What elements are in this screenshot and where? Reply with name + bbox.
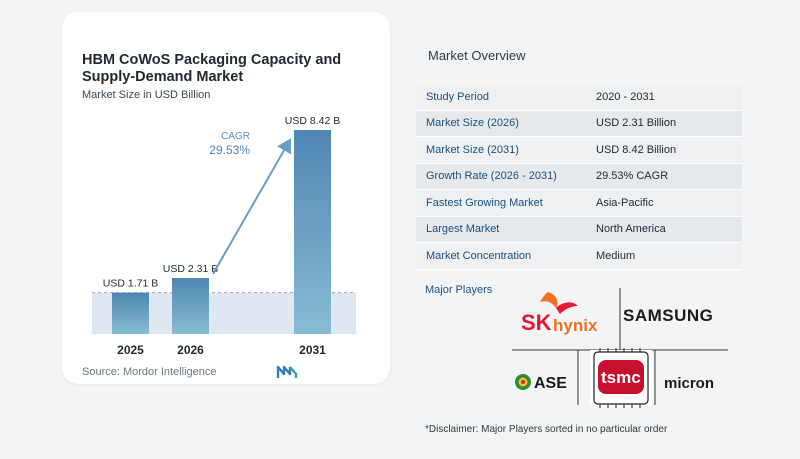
overview-row-label: Market Concentration [426, 249, 532, 262]
overview-row-value: Medium [596, 249, 636, 262]
overview-row-value: USD 8.42 Billion [596, 143, 677, 156]
cagr-label: CAGR [221, 131, 250, 142]
overview-row-value: 29.53% CAGR [596, 170, 669, 183]
bar [112, 292, 149, 334]
micron-logo: micron [664, 375, 714, 392]
bar [172, 278, 209, 334]
svg-text:ASE: ASE [534, 375, 567, 392]
overview-row: Market Size (2031) USD 8.42 Billion [416, 137, 742, 164]
overview-row: Largest Market North America [416, 216, 742, 243]
category-tick-label: 2025 [117, 343, 144, 357]
overview-row-label: Growth Rate (2026 - 2031) [426, 170, 557, 183]
cagr-value: 29.53% [209, 143, 250, 157]
mordor-logo-icon [276, 365, 298, 378]
overview-row-value: 2020 - 2031 [596, 90, 655, 103]
category-tick-label: 2031 [299, 343, 326, 357]
overview-row-label: Fastest Growing Market [426, 196, 543, 209]
overview-row-label: Study Period [426, 90, 489, 103]
svg-text:tsmc: tsmc [601, 368, 641, 387]
chart-subtitle: Market Size in USD Billion [82, 89, 211, 101]
chart-card: HBM CoWoS Packaging Capacity and Supply-… [62, 12, 390, 384]
category-tick-label: 2026 [177, 343, 204, 357]
data-label: USD 2.31 B [163, 263, 218, 275]
disclaimer: *Disclaimer: Major Players sorted in no … [425, 424, 668, 435]
overview-row-value: USD 2.31 Billion [596, 117, 677, 130]
source-note: Source: Mordor Intelligence [82, 366, 217, 378]
overview-row: Fastest Growing Market Asia-Pacific [416, 190, 742, 217]
overview-row: Study Period 2020 - 2031 [416, 84, 742, 111]
data-label: USD 1.71 B [103, 278, 158, 290]
overview-row: Market Size (2026) USD 2.31 Billion [416, 110, 742, 137]
samsung-logo: SAMSUNG [623, 306, 713, 325]
svg-text:SK: SK [521, 310, 552, 335]
sk-hynix-logo: SK hynix [521, 292, 598, 335]
bar-chart: USD 1.71 B 2025 USD 2.31 B 2026 USD 8.42 B 20… [92, 115, 356, 357]
tsmc-logo: tsmc [590, 348, 652, 408]
overview-title: Market Overview [428, 48, 526, 63]
cagr-arrow [212, 138, 291, 275]
overview-row: Growth Rate (2026 - 2031) 29.53% CAGR [416, 163, 742, 190]
bar [294, 130, 331, 334]
chart-title: HBM CoWoS Packaging Capacity and Supply-… [82, 52, 342, 85]
data-label: USD 8.42 B [285, 115, 340, 127]
overview-row-value: North America [596, 223, 666, 236]
overview-row-label: Market Size (2031) [426, 143, 519, 156]
market-overview-table: Study Period 2020 - 2031 Market Size (2026… [416, 84, 742, 270]
overview-row: Market Concentration Medium [416, 243, 742, 270]
overview-row-label: Largest Market [426, 223, 500, 236]
overview-row-value: Asia-Pacific [596, 196, 654, 209]
overview-row-label: Market Size (2026) [426, 117, 519, 130]
players-title: Major Players [425, 284, 493, 296]
ase-logo: ASE [515, 374, 567, 392]
svg-text:hynix: hynix [553, 316, 598, 335]
